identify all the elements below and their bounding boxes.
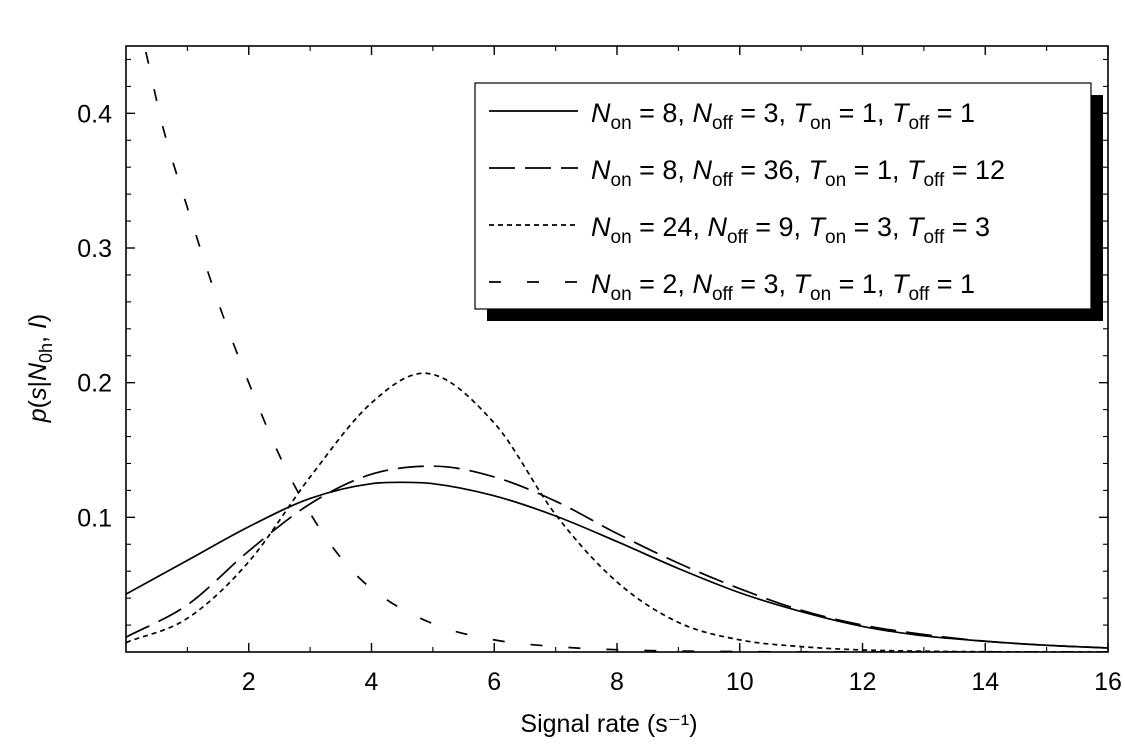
x-tick-label: 12 bbox=[849, 668, 877, 696]
series-line-1 bbox=[126, 481, 1108, 649]
x-axis-label: Signal rate (s⁻¹) bbox=[520, 710, 697, 738]
ticks-layer: 2 4 6 8 10 12 14 16 0.1 0.2 0.3 0.4 bbox=[77, 46, 1122, 696]
series-line-2 bbox=[126, 465, 1108, 649]
legend-entry-1: Non = 8, Noff = 3, Ton = 1, Toff = 1 bbox=[591, 98, 975, 134]
x-tick-label: 8 bbox=[610, 668, 624, 696]
y-tick-label: 0.4 bbox=[77, 100, 112, 128]
x-tick-label: 16 bbox=[1094, 668, 1122, 696]
series-layer bbox=[126, 46, 1108, 652]
x-tick-label: 10 bbox=[726, 668, 754, 696]
x-tick-label: 4 bbox=[365, 668, 379, 696]
legend: Non = 8, Noff = 3, Ton = 1, Toff = 1 Non … bbox=[474, 82, 1103, 321]
legend-entry-2: Non = 8, Noff = 36, Ton = 1, Toff = 12 bbox=[591, 155, 1005, 191]
series-line-3 bbox=[126, 372, 1108, 652]
y-tick-label: 0.2 bbox=[77, 370, 112, 398]
x-tick-label: 14 bbox=[971, 668, 999, 696]
y-tick-label: 0.3 bbox=[77, 235, 112, 263]
plot-frame bbox=[125, 45, 1109, 653]
y-tick-label: 0.1 bbox=[77, 504, 112, 532]
legend-box bbox=[474, 82, 1092, 310]
legend-entry-3: Non = 24, Noff = 9, Ton = 3, Toff = 3 bbox=[591, 212, 990, 248]
y-axis-label: p(s|N0h, I) bbox=[24, 314, 56, 424]
x-tick-label: 2 bbox=[242, 668, 256, 696]
legend-entry-4: Non = 2, Noff = 3, Ton = 1, Toff = 1 bbox=[591, 269, 975, 305]
x-tick-label: 6 bbox=[487, 668, 501, 696]
